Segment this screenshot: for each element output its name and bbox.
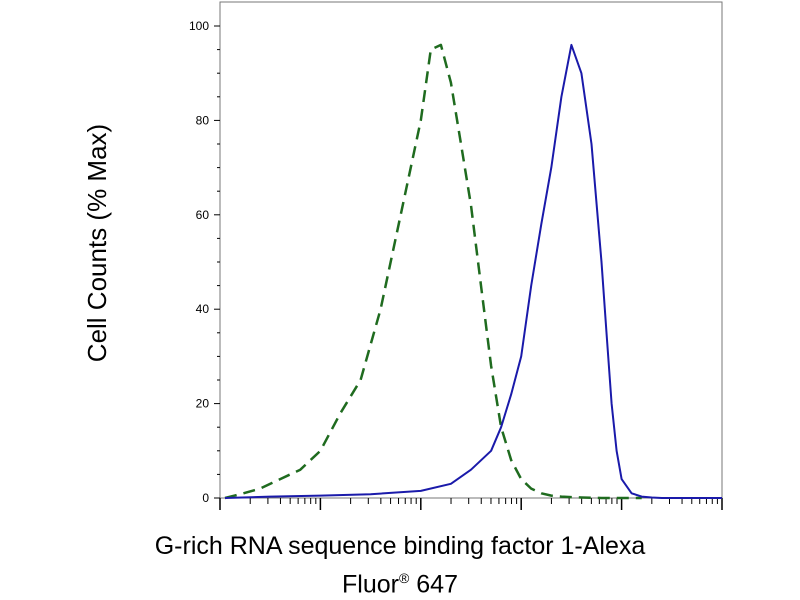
x-axis-title-fluor: Fluor (342, 570, 399, 599)
y-tick-label: 60 (196, 208, 210, 222)
y-tick-label: 40 (196, 302, 210, 316)
sample-histogram-line (224, 43, 722, 499)
y-tick-label: 80 (196, 113, 210, 127)
x-axis-title-line2: Fluor® 647 (40, 562, 760, 600)
y-axis-ticks: 0 20 40 60 80 100 (189, 19, 220, 505)
series-layer (224, 43, 722, 500)
x-axis-title-line1: G-rich RNA sequence binding factor 1-Ale… (154, 532, 646, 560)
x-axis-title-number: 647 (416, 570, 458, 599)
registered-mark: ® (398, 570, 410, 586)
x-axis-title: G-rich RNA sequence binding factor 1-Ale… (40, 530, 760, 600)
y-tick-label: 20 (196, 397, 210, 411)
control-histogram-line (224, 43, 642, 500)
x-axis-ticks (219, 498, 723, 510)
y-tick-label: 100 (189, 19, 209, 33)
y-axis-title: Cell Counts (% Max) (82, 124, 112, 362)
y-tick-label: 0 (202, 491, 209, 505)
plot-frame (219, 1, 723, 499)
